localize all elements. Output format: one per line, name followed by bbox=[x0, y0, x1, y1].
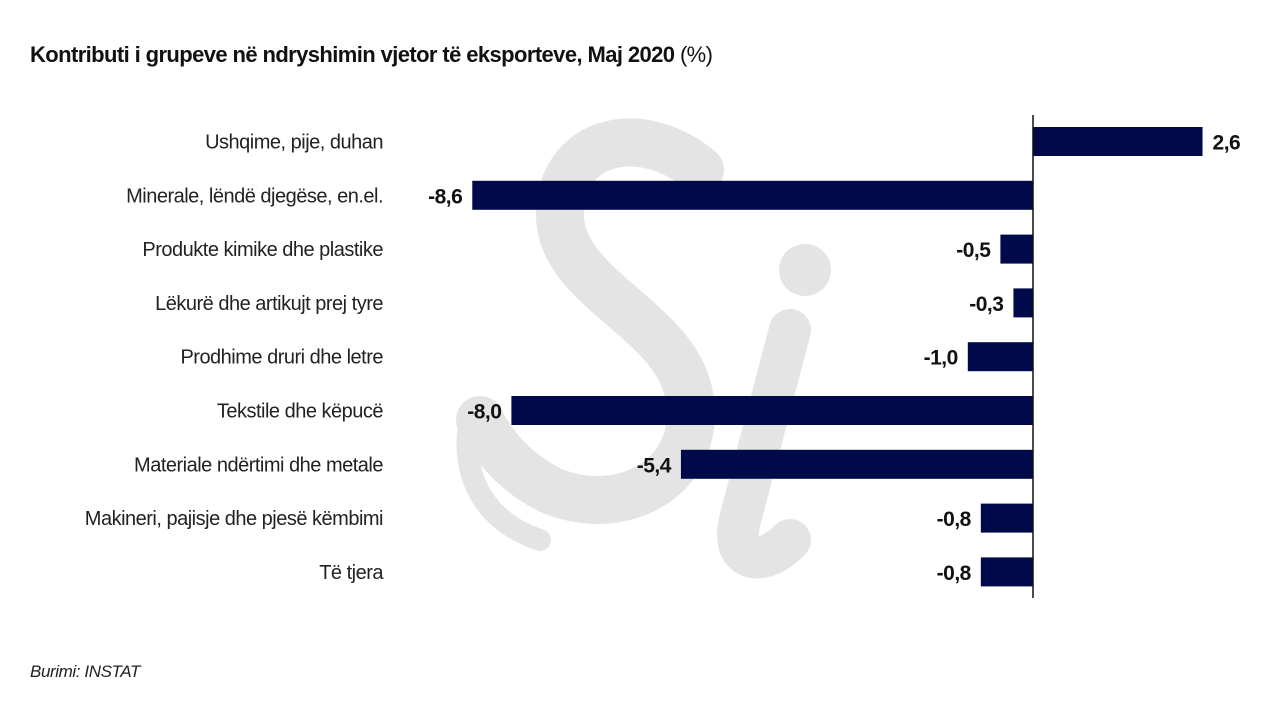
value-label: -5,4 bbox=[637, 454, 672, 477]
bar bbox=[1033, 127, 1203, 156]
title-text: Kontributi i grupeve në ndryshimin vjeto… bbox=[30, 42, 675, 67]
bar bbox=[472, 180, 1033, 210]
bar bbox=[967, 342, 1033, 372]
value-label: -1,0 bbox=[924, 347, 958, 370]
value-label: 2,6 bbox=[1213, 132, 1241, 155]
bar bbox=[980, 503, 1033, 533]
category-label: Minerale, lëndë djegëse, en.el. bbox=[126, 185, 383, 207]
category-label: Lëkurë dhe artikujt prej tyre bbox=[155, 293, 383, 315]
bar bbox=[980, 557, 1033, 587]
category-label: Prodhime druri dhe letre bbox=[180, 347, 383, 369]
chart-title: Kontributi i grupeve në ndryshimin vjeto… bbox=[30, 42, 713, 68]
category-label: Produkte kimike dhe plastike bbox=[142, 239, 383, 261]
bar bbox=[1013, 288, 1033, 318]
bar bbox=[1000, 234, 1033, 264]
value-label: -8,0 bbox=[467, 401, 501, 424]
watermark-logo bbox=[456, 118, 831, 579]
value-label: -0,3 bbox=[969, 293, 1003, 316]
source-note: Burimi: INSTAT bbox=[30, 662, 140, 681]
watermark-s-shape bbox=[456, 118, 724, 524]
bar bbox=[680, 449, 1033, 479]
value-label: -0,8 bbox=[937, 508, 972, 531]
bar bbox=[511, 396, 1033, 425]
watermark-s-tail bbox=[456, 409, 551, 551]
value-label: -0,8 bbox=[937, 562, 972, 585]
category-label: Makineri, pajisje dhe pjesë këmbimi bbox=[85, 508, 383, 530]
category-label: Të tjera bbox=[319, 562, 384, 584]
title-unit: (%) bbox=[679, 42, 713, 67]
value-label: -8,6 bbox=[428, 185, 462, 208]
category-label: Materiale ndërtimi dhe metale bbox=[134, 454, 383, 476]
value-label: -0,5 bbox=[956, 239, 991, 262]
watermark-i-stem bbox=[717, 309, 811, 579]
watermark-i-dot bbox=[779, 244, 831, 296]
category-label: Tekstile dhe këpucë bbox=[217, 401, 384, 423]
category-label: Ushqime, pije, duhan bbox=[205, 132, 383, 154]
